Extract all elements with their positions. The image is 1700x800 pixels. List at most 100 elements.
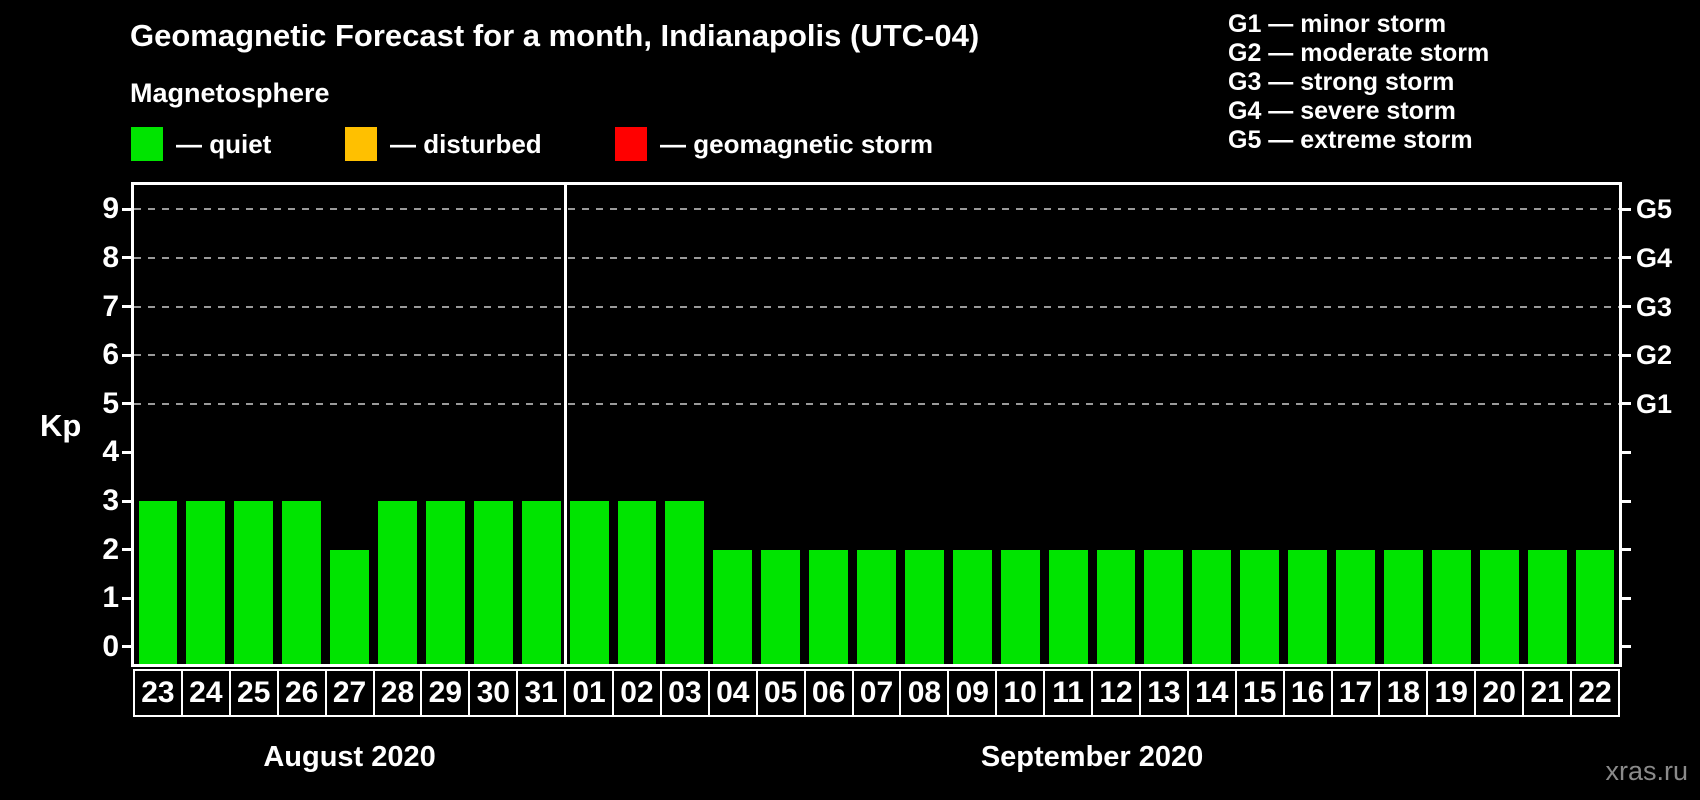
axis-tick-right [1622, 353, 1631, 357]
y-tick-label: 7 [102, 289, 119, 323]
day-label: 07 [851, 669, 902, 717]
kp-bar [1575, 549, 1615, 664]
kp-bar [138, 501, 178, 664]
page-title: Geomagnetic Forecast for a month, Indian… [130, 18, 980, 53]
watermark: xras.ru [1605, 756, 1688, 786]
g-scale-legend-line: G3 — strong storm [1228, 68, 1455, 96]
day-label: 19 [1426, 669, 1477, 717]
kp-bar [282, 501, 322, 664]
day-label: 30 [468, 669, 519, 717]
y-tick-label: 8 [102, 240, 119, 274]
chart-subtitle: Magnetosphere [130, 78, 330, 108]
y-tick-label: 5 [102, 386, 119, 420]
axis-tick-left [122, 596, 131, 600]
axis-tick-left [122, 402, 131, 406]
day-label: 20 [1474, 669, 1525, 717]
kp-bar [713, 549, 753, 664]
y-tick-label: 2 [102, 532, 119, 566]
day-label: 26 [276, 669, 327, 717]
day-label: 08 [899, 669, 950, 717]
axis-tick-left [122, 353, 131, 357]
day-label: 14 [1186, 669, 1237, 717]
kp-bar [1479, 549, 1519, 664]
kp-bar [665, 501, 705, 664]
day-label: 22 [1570, 669, 1620, 717]
kp-bar [1431, 549, 1471, 664]
magnetosphere-legend: — quiet — disturbed — geomagnetic storm [131, 127, 1031, 167]
axis-tick-left [122, 305, 131, 309]
kp-bar [1192, 549, 1232, 664]
axis-tick-right [1622, 645, 1631, 649]
axis-tick-left [122, 450, 131, 454]
geomagnetic-storm-swatch [615, 127, 647, 161]
day-label: 01 [564, 669, 615, 717]
g-axis-label-g5: G5 [1636, 194, 1673, 225]
y-tick-label: 1 [102, 581, 119, 615]
kp-bar [234, 501, 274, 664]
y-axis-title: Kp [40, 408, 82, 443]
kp-bar [1096, 549, 1136, 664]
y-tick-label: 0 [102, 629, 119, 663]
day-label: 29 [420, 669, 471, 717]
day-label: 31 [516, 669, 567, 717]
kp-bar [1240, 549, 1280, 664]
month-label: September 2020 [980, 741, 1204, 773]
day-label: 23 [133, 669, 183, 717]
kp-bar [1527, 549, 1567, 664]
g-axis-label-g1: G1 [1636, 388, 1673, 419]
g-scale-legend-line: G1 — minor storm [1228, 10, 1447, 38]
gridline-kp5 [134, 402, 1619, 405]
g-axis-label-g4: G4 [1636, 242, 1673, 273]
axis-tick-left [122, 207, 131, 211]
axis-tick-right [1622, 499, 1631, 503]
axis-tick-left [122, 499, 131, 503]
g-axis-label-g2: G2 [1636, 340, 1673, 371]
kp-bar [521, 501, 561, 664]
day-label: 28 [372, 669, 423, 717]
day-label: 21 [1522, 669, 1573, 717]
g-scale-legend: G1 — minor storm G2 — moderate storm G3 — … [1228, 10, 1489, 155]
month-separator [563, 185, 567, 664]
axis-tick-right [1622, 450, 1631, 454]
gridline-kp9 [134, 208, 1619, 211]
kp-bar [425, 501, 465, 664]
day-label: 04 [707, 669, 758, 717]
day-label: 25 [228, 669, 279, 717]
kp-bar [186, 501, 226, 664]
kp-bar [569, 501, 609, 664]
kp-bar [1000, 549, 1040, 664]
y-tick-label: 4 [102, 435, 119, 469]
legend-item-geomagnetic-storm: — geomagnetic storm [615, 127, 933, 161]
y-tick-label: 3 [102, 484, 119, 518]
day-label: 18 [1378, 669, 1429, 717]
day-label: 12 [1091, 669, 1141, 717]
axis-tick-right [1622, 402, 1631, 406]
axis-tick-right [1622, 207, 1631, 211]
day-label: 13 [1138, 669, 1189, 717]
axis-tick-left [122, 645, 131, 649]
day-label: 02 [612, 669, 662, 717]
legend-label-quiet: — quiet [176, 129, 272, 159]
kp-bar [330, 549, 369, 664]
kp-bar [904, 549, 944, 664]
kp-bar [378, 501, 417, 664]
gridline-kp7 [134, 305, 1619, 308]
kp-bar [1336, 549, 1375, 664]
day-label: 15 [1234, 669, 1285, 717]
day-label: 24 [180, 669, 231, 717]
gridline-kp6 [134, 354, 1619, 357]
month-label: August 2020 [263, 741, 436, 773]
kp-bar [473, 501, 513, 664]
gridline-kp8 [134, 256, 1619, 259]
axis-tick-left [122, 548, 131, 552]
legend-label-geomagnetic-storm: — geomagnetic storm [660, 129, 934, 159]
day-label: 06 [803, 669, 854, 717]
legend-item-quiet: — quiet [131, 127, 271, 161]
day-label: 17 [1330, 669, 1381, 717]
axis-tick-right [1622, 596, 1631, 600]
day-label: 05 [755, 669, 806, 717]
g-axis-label-g3: G3 [1636, 291, 1673, 322]
day-label: 11 [1043, 669, 1094, 717]
kp-bar [809, 549, 849, 664]
